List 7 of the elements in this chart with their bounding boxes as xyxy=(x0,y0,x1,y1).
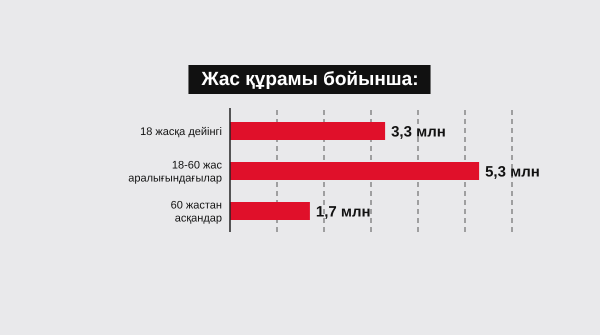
y-tick-label: 18 жасқа дейінгі xyxy=(140,126,222,138)
data-label: 5,3 млн xyxy=(485,163,540,180)
data-label: 3,3 млн xyxy=(391,123,446,140)
chart-title: Жас құрамы бойынша: xyxy=(200,69,419,90)
y-tick-label: 18-60 жас аралығындағылар xyxy=(128,159,222,184)
data-label: 1,7 млн xyxy=(316,203,371,220)
y-tick-label: 60 жастан асқандар xyxy=(170,199,222,224)
